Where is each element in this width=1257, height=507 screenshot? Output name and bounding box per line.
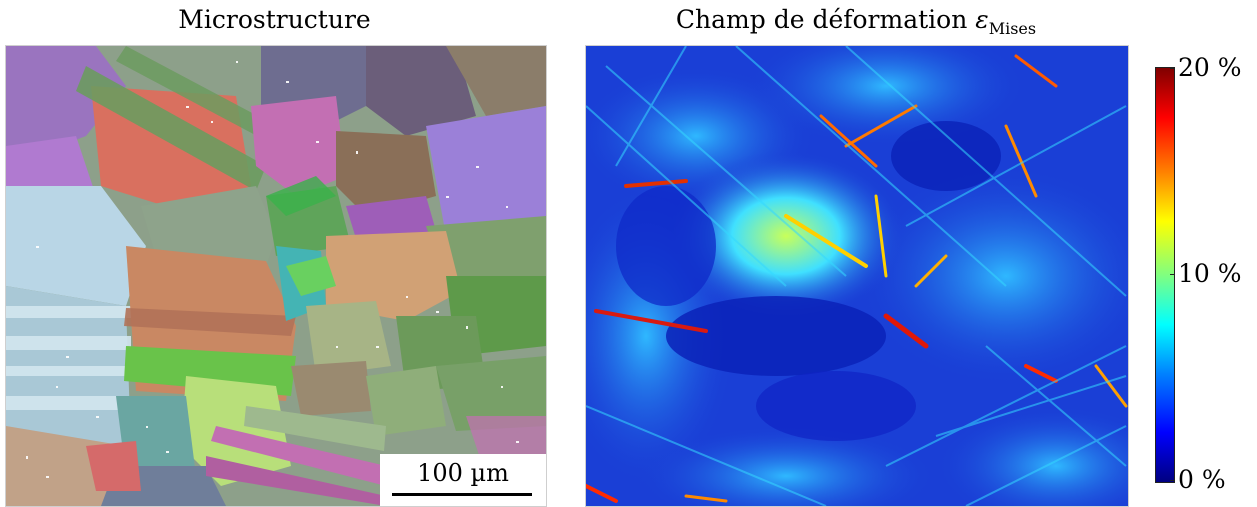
colorbar-tick-min (1170, 480, 1175, 481)
colorbar-tick-mid (1170, 274, 1175, 275)
strain-map-graphic (586, 46, 1128, 506)
colorbar-label-min: 0 % (1178, 465, 1226, 494)
microstructure-image: 100 µm (5, 45, 547, 507)
scale-bar-label: 100 µm (417, 459, 509, 487)
colorbar (1155, 67, 1175, 483)
colorbar-label-mid: 10 % (1178, 259, 1242, 288)
colorbar-tick-max (1170, 68, 1175, 69)
grain-map-graphic (6, 46, 546, 506)
colorbar-label-max: 20 % (1178, 53, 1242, 82)
mises-subscript: Mises (988, 19, 1037, 38)
scale-bar: 100 µm (380, 454, 546, 506)
strain-field-image (585, 45, 1129, 507)
microstructure-title: Microstructure (178, 5, 371, 34)
epsilon-symbol: ε (975, 5, 989, 34)
strain-title-text: Champ de déformation (675, 5, 976, 34)
scale-bar-line (392, 493, 532, 496)
strain-field-title: Champ de déformation εMises (585, 4, 1127, 45)
